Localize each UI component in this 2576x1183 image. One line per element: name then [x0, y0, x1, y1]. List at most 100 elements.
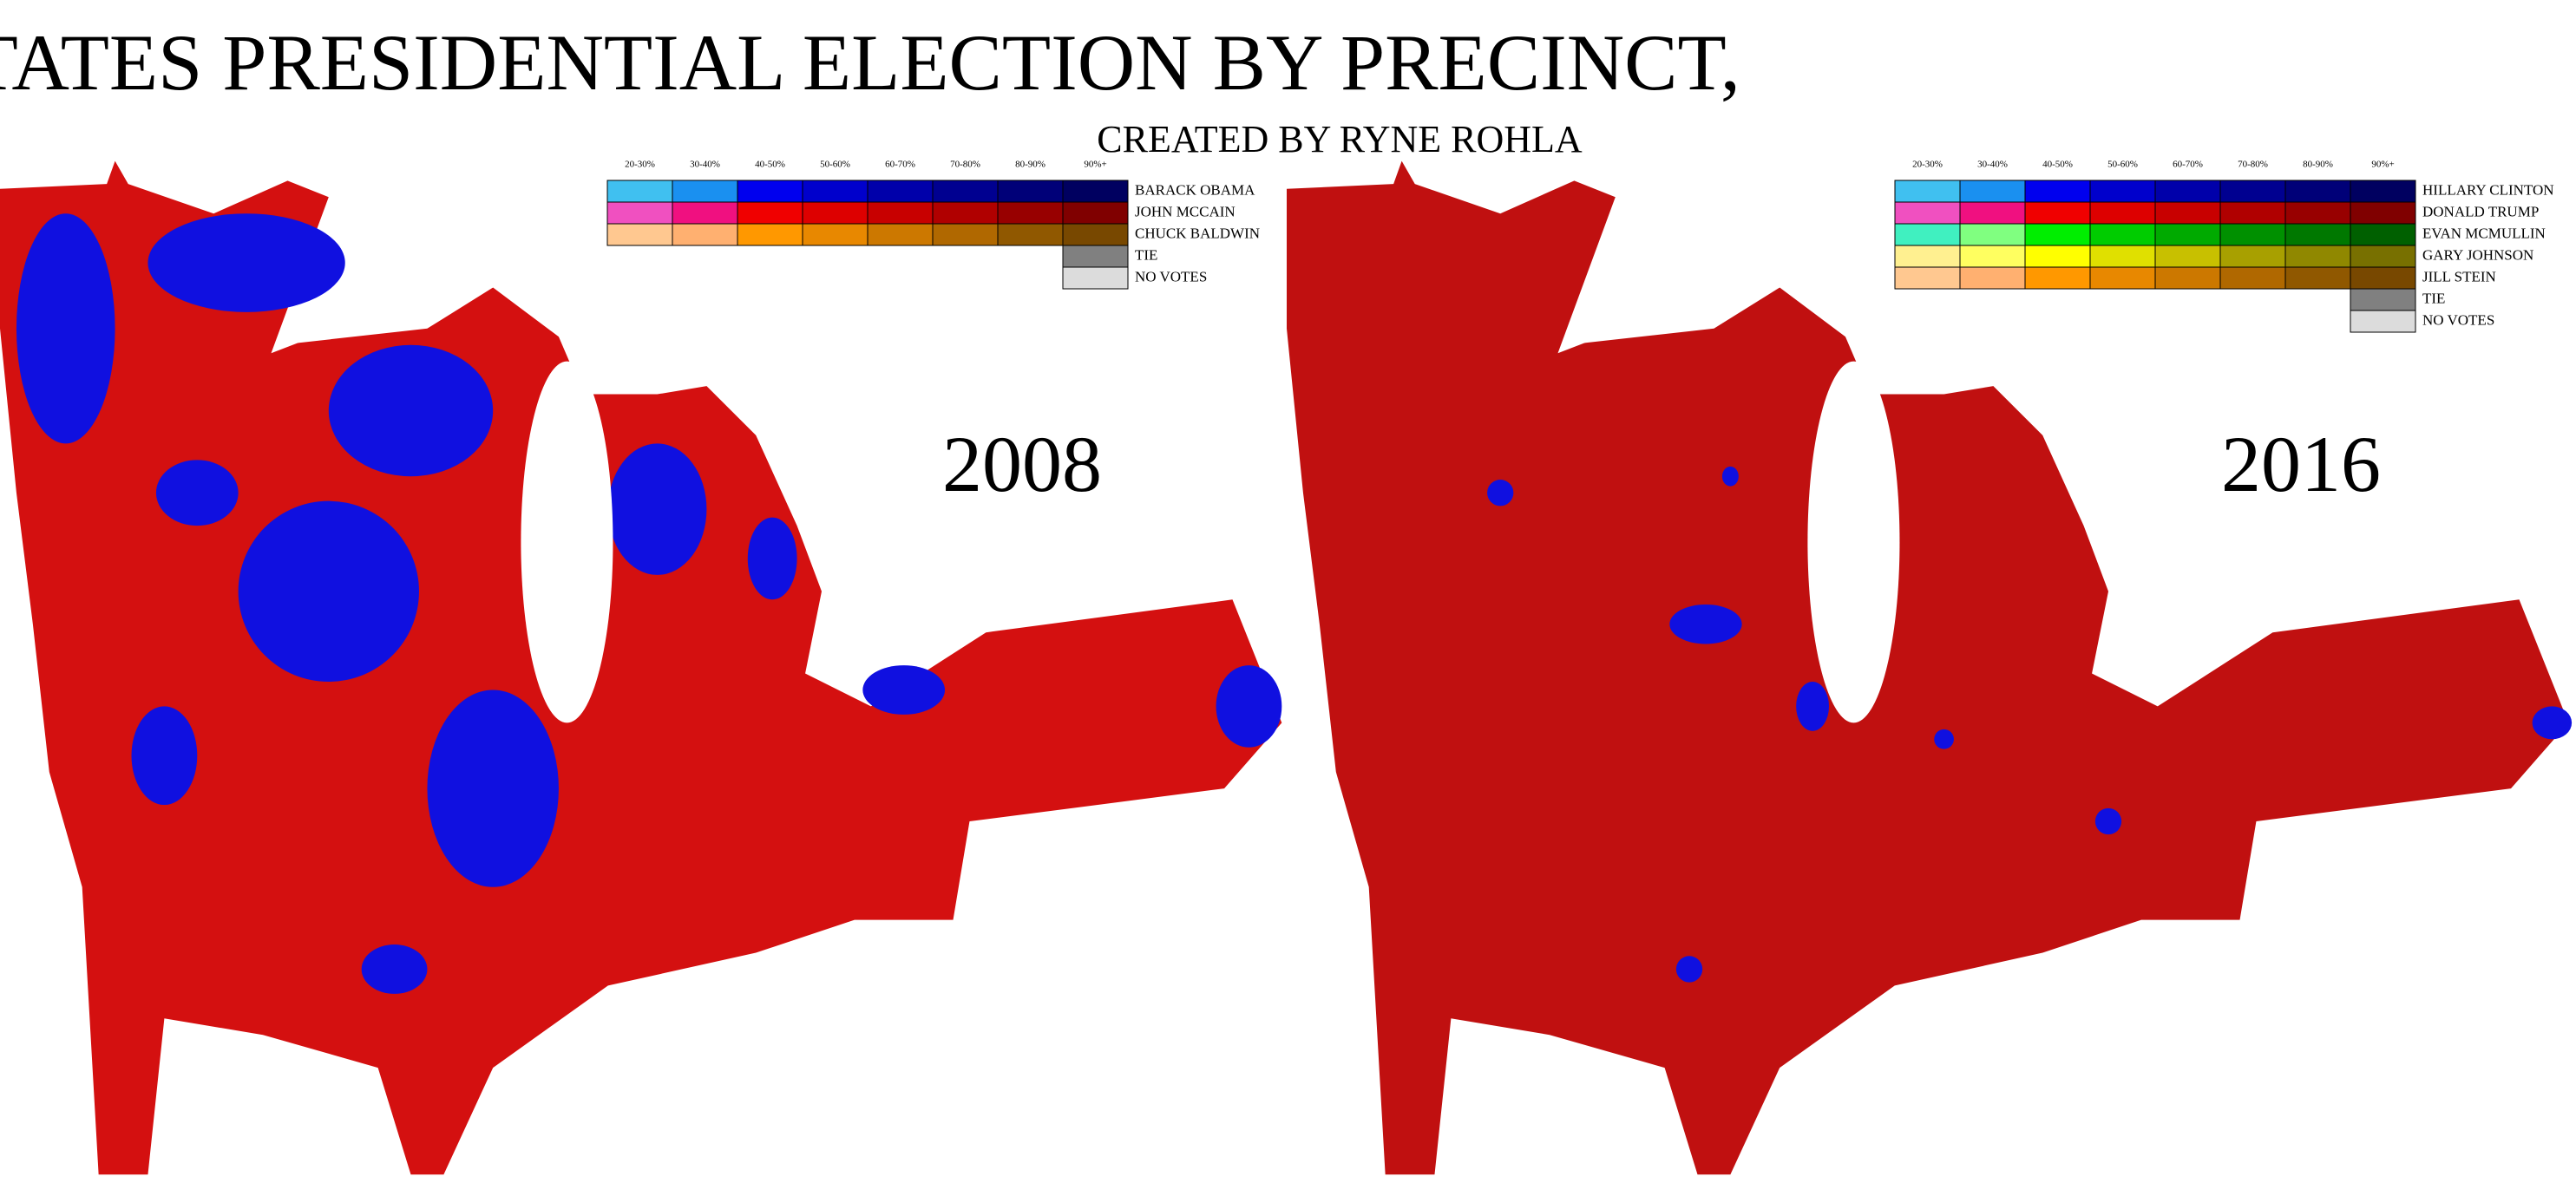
legend-swatch	[606, 223, 673, 246]
year-label: 2016	[2221, 420, 2381, 508]
legend-swatch	[2219, 245, 2286, 268]
legend-name: NO VOTES	[1135, 268, 1207, 284]
legend-swatch	[2089, 201, 2156, 225]
bin-label: 70-80%	[2238, 160, 2268, 170]
legend-swatch	[932, 180, 999, 203]
legend-swatch	[2284, 223, 2351, 246]
bin-label: 60-70%	[2173, 160, 2203, 170]
legends: 2008 20-30% 30-40% 40-50% 50-60% 60-70% 70-80%…	[606, 160, 2554, 508]
legend-swatch	[867, 223, 934, 246]
legend-swatch	[2024, 266, 2091, 290]
legend-swatch	[672, 201, 738, 225]
legend-swatch	[802, 180, 868, 203]
legend-swatch	[2284, 201, 2351, 225]
legend-swatch	[2089, 223, 2156, 246]
legend-swatch	[1894, 223, 1961, 246]
candidate-name: CHUCK BALDWIN	[1135, 225, 1260, 241]
legend-swatch	[2350, 201, 2416, 225]
legend-swatch	[2154, 201, 2221, 225]
legend-swatch	[932, 223, 999, 246]
legend-swatch	[672, 223, 738, 246]
legend-swatch	[1959, 201, 2026, 225]
bin-label: 80-90%	[2303, 160, 2333, 170]
legend-swatch	[2024, 245, 2091, 268]
legend-swatch	[2154, 245, 2221, 268]
bin-label: 70-80%	[950, 160, 980, 170]
candidate-name: JILL STEIN	[2422, 268, 2496, 284]
legend-swatch	[1959, 180, 2026, 203]
legend-swatch	[2154, 266, 2221, 290]
title: UNITED STATES PRESIDENTIAL ELECTION BY P…	[0, 18, 1740, 107]
legend-swatch	[2219, 266, 2286, 290]
legend-swatch	[2284, 266, 2351, 290]
legend-swatch	[802, 201, 868, 225]
legend-swatch	[1894, 245, 1961, 268]
legend-swatch	[2284, 245, 2351, 268]
bin-label: 90%+	[2371, 160, 2394, 170]
legend-swatch	[1062, 201, 1129, 225]
legend-swatch	[1894, 266, 1961, 290]
legend-swatch	[1062, 245, 1129, 268]
legend-swatch	[737, 223, 803, 246]
legend-swatch	[802, 223, 868, 246]
bin-label: 50-60%	[2107, 160, 2138, 170]
year-label: 2008	[942, 420, 1102, 508]
legend-swatch	[2154, 180, 2221, 203]
legend-swatch	[1959, 245, 2026, 268]
bin-label: 30-40%	[690, 160, 720, 170]
legend-swatch	[2219, 201, 2286, 225]
bin-label: 20-30%	[1912, 160, 1943, 170]
legend-swatch	[932, 201, 999, 225]
legend-swatch	[1959, 266, 2026, 290]
bin-label: 40-50%	[755, 160, 785, 170]
legend-swatch	[672, 180, 738, 203]
legend-name: TIE	[1135, 246, 1157, 263]
legend-swatch	[2219, 180, 2286, 203]
legend-swatch	[1959, 223, 2026, 246]
legend-name: TIE	[2422, 290, 2445, 306]
subtitle: CREATED BY RYNE ROHLA	[1097, 118, 1583, 160]
legend-swatch	[737, 201, 803, 225]
legend-swatch	[2089, 245, 2156, 268]
legend-swatch	[2350, 245, 2416, 268]
legend-swatch	[867, 180, 934, 203]
map-2008	[0, 160, 1282, 1175]
legend-swatch	[606, 180, 673, 203]
legend-swatch	[2350, 266, 2416, 290]
legend-swatch	[997, 223, 1064, 246]
legend-swatch	[2350, 288, 2416, 311]
bin-label: 20-30%	[625, 160, 655, 170]
legend-swatch	[1894, 201, 1961, 225]
candidate-name: JOHN MCCAIN	[1135, 203, 1236, 219]
legend-name: NO VOTES	[2422, 311, 2494, 328]
legend-swatch	[2024, 201, 2091, 225]
legend-swatch	[737, 180, 803, 203]
legend-swatch	[2089, 266, 2156, 290]
candidate-name: GARY JOHNSON	[2422, 246, 2533, 263]
candidate-name: HILLARY CLINTON	[2422, 181, 2554, 198]
legend-swatch	[606, 201, 673, 225]
legend-swatch	[2350, 310, 2416, 333]
legend-swatch	[2089, 180, 2156, 203]
legend-swatch	[1894, 180, 1961, 203]
bin-label: 50-60%	[820, 160, 850, 170]
bin-label: 40-50%	[2042, 160, 2073, 170]
legend-swatch	[2284, 180, 2351, 203]
legend-swatch	[2024, 223, 2091, 246]
bin-label: 80-90%	[1015, 160, 1045, 170]
legend-swatch	[1062, 223, 1129, 246]
legend-swatch	[2154, 223, 2221, 246]
legend-swatch	[1062, 266, 1129, 290]
candidate-name: BARACK OBAMA	[1135, 181, 1255, 198]
legend-swatch	[867, 201, 934, 225]
legend-swatch	[997, 201, 1064, 225]
candidate-name: EVAN MCMULLIN	[2422, 225, 2546, 241]
map-2016	[1287, 160, 2573, 1175]
bin-label: 60-70%	[885, 160, 915, 170]
legend-swatch	[2024, 180, 2091, 203]
candidate-name: DONALD TRUMP	[2422, 203, 2539, 219]
legend-swatch	[997, 180, 1064, 203]
legend-swatch	[1062, 180, 1129, 203]
legend-swatch	[2350, 180, 2416, 203]
